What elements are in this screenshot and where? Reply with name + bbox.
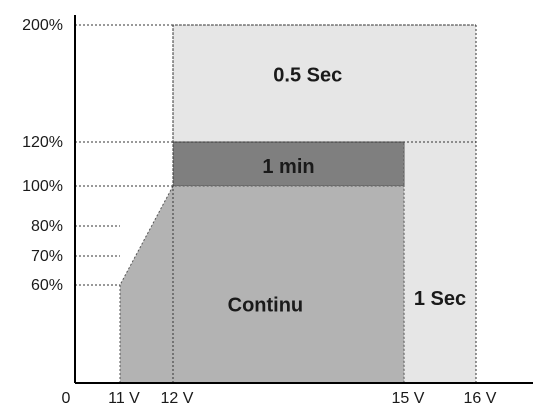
region-label-continu: Continu (228, 295, 304, 317)
chart-region-labels: 0.5 Sec 1 Sec 1 min Continu (228, 65, 466, 317)
region-label-0-5-sec: 0.5 Sec (273, 65, 342, 87)
x-tick-label: 12 V (161, 390, 194, 407)
x-tick-label: 11 V (108, 390, 140, 407)
chart-ticks: 60% 70% 80% 100% 120% 200% 0 11 V 12 V 15 V 16 V (22, 17, 497, 407)
region-continu (119, 185, 405, 384)
y-tick-label: 60% (31, 277, 63, 294)
y-tick-label: 70% (31, 248, 63, 265)
x-tick-label: 16 V (464, 390, 497, 407)
y-tick-label: 200% (22, 17, 63, 34)
y-tick-label: 120% (22, 134, 63, 151)
chart-axes (74, 15, 533, 384)
y-tick-label: 100% (22, 178, 63, 195)
region-1-sec (403, 141, 477, 384)
chart-regions (119, 24, 477, 384)
x-tick-label: 15 V (392, 390, 425, 407)
chart-guides (75, 24, 477, 383)
y-tick-label: 80% (31, 218, 63, 235)
region-label-1-min: 1 min (262, 156, 314, 178)
region-label-1-sec: 1 Sec (414, 288, 466, 310)
x-tick-label: 0 (62, 390, 71, 407)
